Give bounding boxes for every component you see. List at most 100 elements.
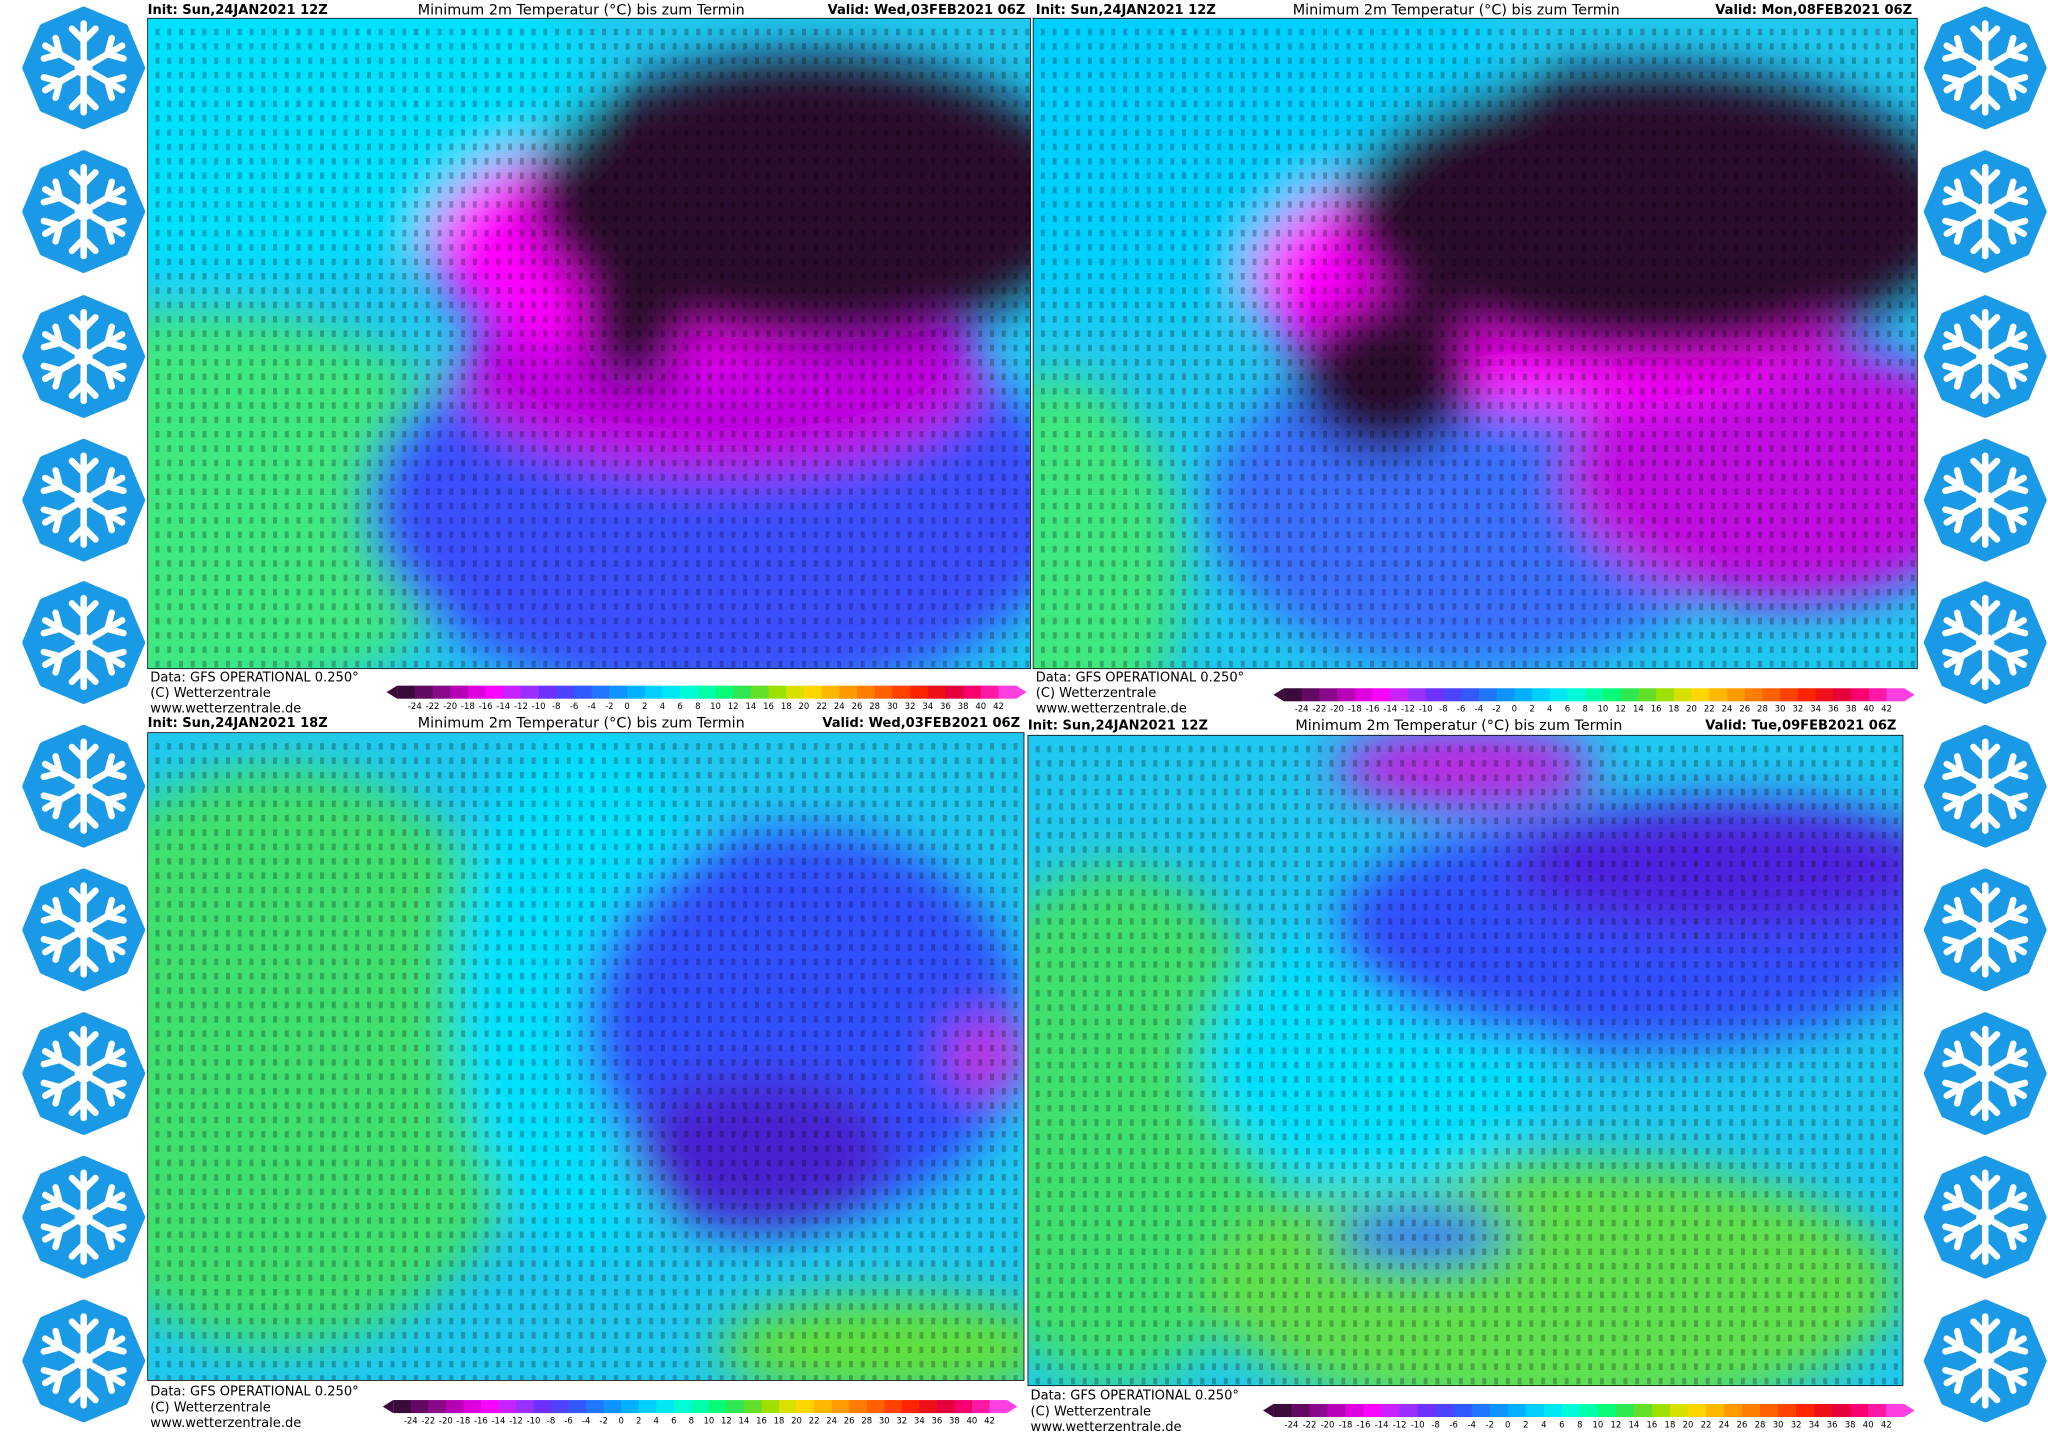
grid-value — [543, 316, 548, 323]
colorbar-label: 14 — [745, 701, 756, 711]
grid-value — [672, 589, 677, 596]
grid-value — [613, 545, 618, 553]
grid-value — [1910, 244, 1915, 251]
grid-value — [637, 632, 642, 639]
grid-value — [978, 430, 983, 438]
grid-value — [1052, 215, 1057, 223]
grid-value — [331, 488, 336, 495]
grid-value — [308, 330, 313, 337]
grid-value — [331, 430, 336, 438]
grid-value — [1722, 114, 1727, 122]
grid-value — [308, 517, 313, 524]
grid-value — [237, 143, 242, 151]
grid-value — [367, 531, 371, 539]
grid-value — [237, 617, 242, 625]
grid-value — [907, 28, 912, 36]
grid-value — [672, 129, 677, 136]
grid-value — [531, 632, 536, 639]
grid-value — [813, 474, 818, 481]
grid-value — [1640, 100, 1645, 108]
grid-value — [425, 258, 430, 266]
grid-value — [261, 258, 266, 266]
grid-value — [519, 71, 524, 79]
grid-value — [296, 359, 301, 366]
grid-value — [919, 71, 924, 79]
grid-value — [1381, 129, 1386, 136]
grid-value — [202, 646, 207, 654]
grid-value — [1569, 114, 1574, 122]
grid-value — [1534, 43, 1539, 50]
grid-value — [907, 545, 912, 553]
grid-value — [860, 301, 865, 309]
grid-value — [1334, 143, 1339, 151]
grid-value — [625, 57, 630, 64]
grid-value — [860, 373, 865, 381]
grid-value — [696, 603, 701, 610]
grid-value — [790, 158, 795, 165]
grid-value — [190, 43, 195, 50]
grid-value — [1522, 158, 1527, 165]
grid-value — [837, 272, 842, 280]
grid-value — [320, 86, 324, 93]
grid-value — [660, 373, 665, 381]
grid-value — [414, 430, 419, 438]
grid-value — [284, 344, 289, 352]
grid-value — [1487, 287, 1492, 294]
grid-value — [848, 86, 853, 93]
grid-value — [1393, 28, 1398, 36]
grid-value — [1205, 143, 1210, 151]
grid-value — [355, 545, 360, 553]
grid-value — [978, 531, 983, 539]
colorbar-label: -14 — [496, 701, 510, 711]
grid-value — [1287, 287, 1292, 294]
grid-value — [555, 186, 560, 194]
grid-value — [1064, 129, 1069, 136]
grid-value — [1013, 186, 1018, 194]
grid-value — [813, 459, 818, 467]
grid-value — [496, 416, 501, 424]
grid-value — [1040, 114, 1045, 122]
grid-value — [743, 430, 748, 438]
grid-value — [884, 114, 889, 122]
grid-value — [1522, 143, 1527, 151]
grid-value — [848, 646, 853, 654]
grid-value — [1052, 272, 1057, 280]
grid-value — [261, 474, 266, 481]
grid-value — [778, 28, 783, 36]
grid-value — [261, 359, 266, 366]
grid-value — [884, 373, 889, 381]
grid-value — [414, 244, 419, 251]
grid-value — [273, 387, 277, 395]
grid-value — [790, 330, 795, 337]
grid-value — [1511, 100, 1516, 108]
grid-value — [237, 660, 242, 668]
grid-value — [1087, 301, 1092, 309]
grid-value — [508, 430, 513, 438]
grid-value — [1393, 258, 1398, 266]
grid-value — [684, 617, 689, 625]
grid-value — [1370, 244, 1375, 251]
grid-value — [202, 114, 207, 122]
grid-value — [214, 114, 219, 122]
grid-value — [508, 632, 513, 639]
grid-value — [672, 560, 677, 567]
grid-value — [931, 517, 936, 524]
grid-value — [1052, 86, 1057, 93]
grid-value — [660, 129, 665, 136]
grid-value — [226, 545, 230, 553]
grid-value — [1605, 244, 1610, 251]
grid-value — [978, 344, 983, 352]
grid-value — [731, 402, 736, 409]
grid-value — [825, 129, 830, 136]
grid-value — [190, 474, 195, 481]
grid-value — [719, 373, 724, 381]
grid-value — [378, 531, 383, 539]
grid-value — [1863, 287, 1868, 294]
grid-value — [179, 114, 183, 122]
grid-value — [308, 445, 313, 452]
grid-value — [1828, 201, 1833, 208]
grid-value — [531, 459, 536, 467]
grid-value — [625, 459, 630, 467]
grid-value — [1111, 201, 1116, 208]
grid-value — [1111, 57, 1116, 64]
